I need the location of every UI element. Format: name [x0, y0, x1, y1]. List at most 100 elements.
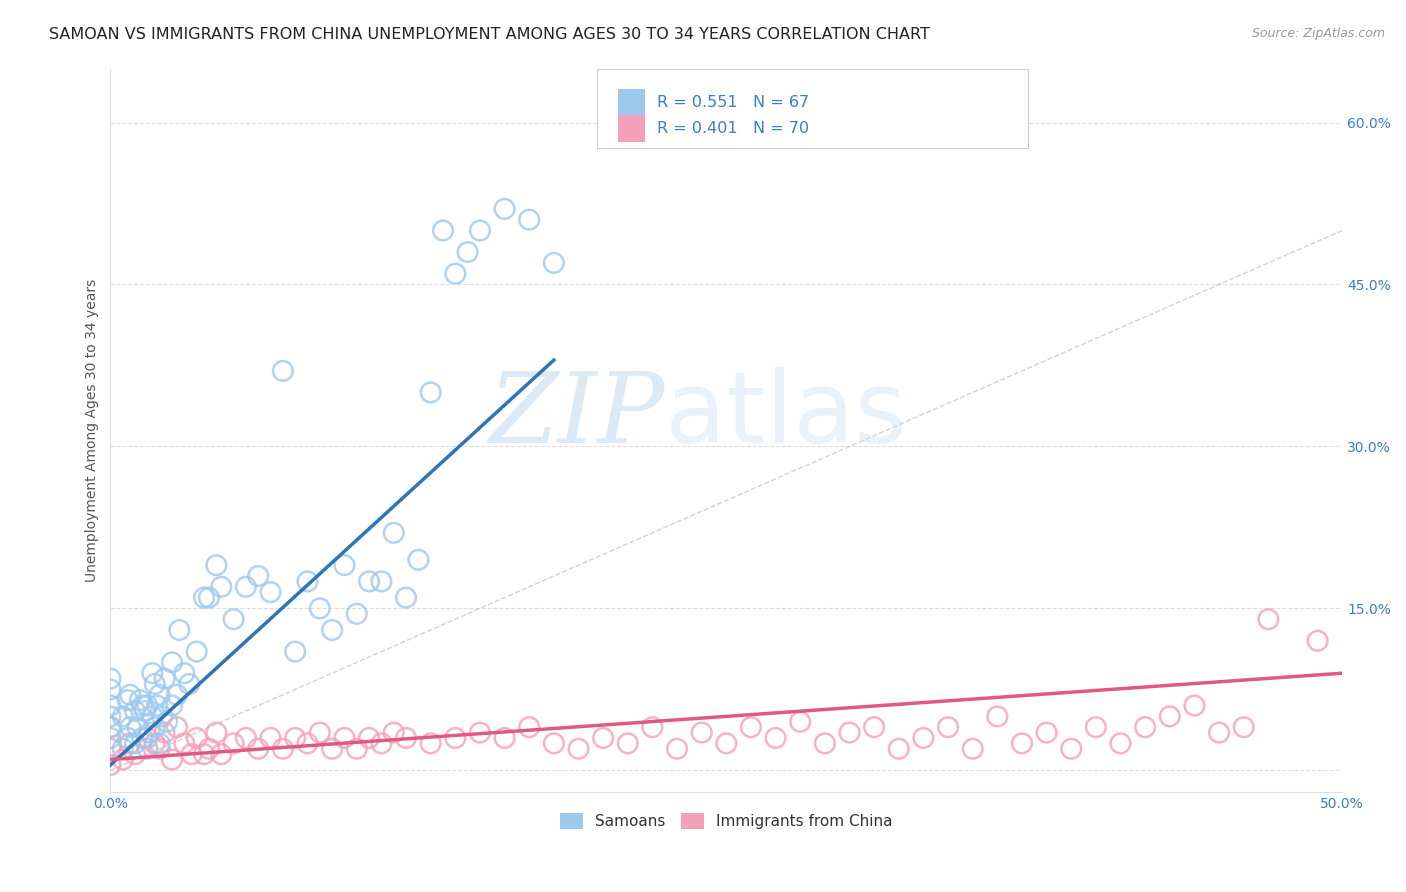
Point [690, 725, 713, 739]
Point [567, 741, 589, 756]
Point [120, 688, 142, 702]
Point [740, 720, 762, 734]
Point [1133, 720, 1156, 734]
Point [131, 731, 153, 745]
Point [193, 747, 215, 761]
Point [617, 736, 640, 750]
Point [1011, 736, 1033, 750]
Point [173, 736, 195, 750]
Point [986, 709, 1008, 723]
Point [193, 591, 215, 605]
Point [235, 580, 257, 594]
Point [186, 731, 208, 745]
Point [100, 731, 122, 745]
Point [247, 569, 270, 583]
Point [143, 720, 166, 734]
Point [271, 741, 294, 756]
Point [117, 731, 139, 745]
Point [131, 698, 153, 713]
Point [284, 644, 307, 658]
Point [166, 688, 188, 702]
Point [1060, 741, 1083, 756]
Point [222, 612, 245, 626]
Text: ZIP: ZIP [488, 368, 665, 464]
Point [160, 698, 183, 713]
Point [1109, 736, 1132, 750]
Point [517, 720, 540, 734]
Point [297, 736, 319, 750]
Point [333, 731, 356, 745]
Point [169, 623, 191, 637]
Point [444, 267, 467, 281]
Point [100, 709, 122, 723]
Point [100, 741, 122, 756]
Point [494, 731, 516, 745]
Point [136, 698, 159, 713]
Point [198, 741, 221, 756]
Point [153, 725, 176, 739]
Point [321, 741, 343, 756]
Point [111, 709, 134, 723]
Point [444, 731, 467, 745]
Point [1233, 720, 1256, 734]
Point [146, 698, 169, 713]
Point [153, 672, 176, 686]
Point [543, 736, 565, 750]
Point [117, 693, 139, 707]
Point [100, 758, 122, 772]
Point [1257, 612, 1279, 626]
Point [432, 223, 454, 237]
Point [346, 607, 368, 621]
Point [370, 736, 392, 750]
Point [468, 725, 491, 739]
Point [814, 736, 837, 750]
Point [543, 256, 565, 270]
Point [209, 747, 232, 761]
Point [308, 601, 330, 615]
Point [765, 731, 787, 745]
Point [789, 714, 811, 729]
Point [100, 682, 122, 697]
Point [887, 741, 910, 756]
Point [333, 558, 356, 573]
Point [129, 693, 152, 707]
Point [209, 580, 232, 594]
Point [308, 725, 330, 739]
Point [716, 736, 738, 750]
Point [100, 698, 122, 713]
Point [139, 725, 162, 739]
Point [1084, 720, 1107, 734]
Point [136, 741, 159, 756]
Point [186, 644, 208, 658]
Point [136, 731, 159, 745]
Point [912, 731, 935, 745]
Point [120, 720, 142, 734]
Point [141, 666, 163, 681]
Point [395, 591, 418, 605]
Point [468, 223, 491, 237]
Point [124, 704, 146, 718]
Y-axis label: Unemployment Among Ages 30 to 34 years: Unemployment Among Ages 30 to 34 years [86, 278, 100, 582]
Point [143, 677, 166, 691]
Point [141, 709, 163, 723]
Point [666, 741, 689, 756]
Point [100, 672, 122, 686]
Point [297, 574, 319, 589]
FancyBboxPatch shape [617, 115, 645, 143]
Legend: Samoans, Immigrants from China: Samoans, Immigrants from China [554, 806, 898, 835]
Point [173, 666, 195, 681]
Point [271, 364, 294, 378]
Point [149, 741, 172, 756]
Point [205, 725, 228, 739]
Point [419, 736, 441, 750]
Point [962, 741, 984, 756]
Point [1208, 725, 1230, 739]
Point [235, 731, 257, 745]
Point [346, 741, 368, 756]
FancyBboxPatch shape [617, 89, 645, 116]
Point [156, 714, 179, 729]
Point [359, 731, 381, 745]
Point [127, 720, 149, 734]
Point [408, 553, 430, 567]
Point [838, 725, 860, 739]
